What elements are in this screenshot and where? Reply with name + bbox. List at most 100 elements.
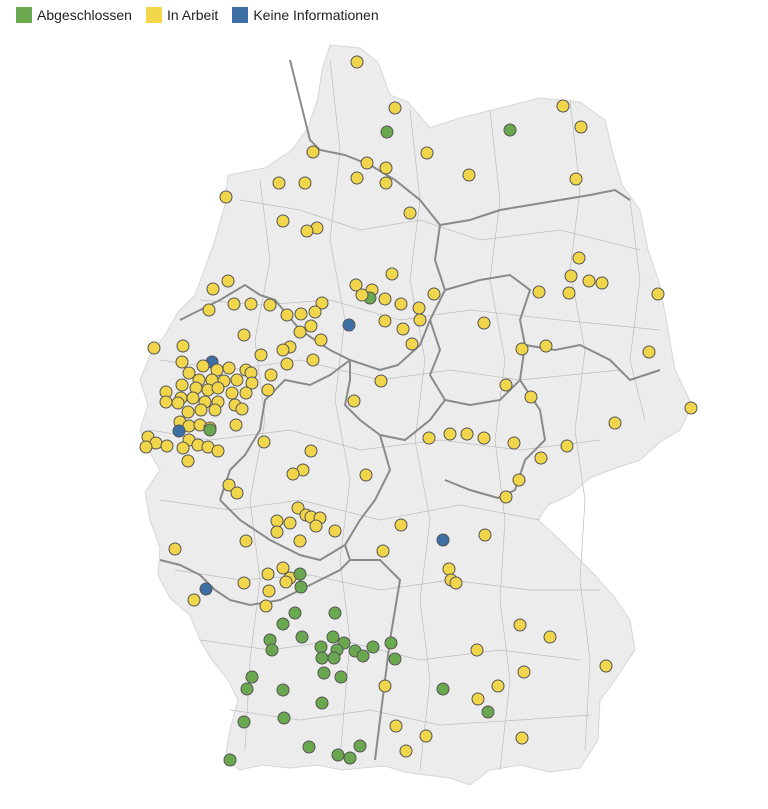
marker-in-arbeit[interactable]: [394, 518, 408, 532]
marker-in-arbeit[interactable]: [379, 161, 393, 175]
marker-in-arbeit[interactable]: [237, 328, 251, 342]
marker-in-arbeit[interactable]: [405, 337, 419, 351]
marker-in-arbeit[interactable]: [355, 288, 369, 302]
marker-in-arbeit[interactable]: [294, 307, 308, 321]
marker-keine-informationen[interactable]: [172, 424, 186, 438]
marker-in-arbeit[interactable]: [276, 561, 290, 575]
marker-keine-informationen[interactable]: [342, 318, 356, 332]
marker-in-arbeit[interactable]: [532, 285, 546, 299]
marker-in-arbeit[interactable]: [442, 562, 456, 576]
marker-in-arbeit[interactable]: [229, 418, 243, 432]
marker-in-arbeit[interactable]: [539, 339, 553, 353]
marker-in-arbeit[interactable]: [222, 361, 236, 375]
marker-in-arbeit[interactable]: [499, 378, 513, 392]
marker-abgeschlossen[interactable]: [294, 580, 308, 594]
marker-in-arbeit[interactable]: [328, 524, 342, 538]
marker-in-arbeit[interactable]: [413, 313, 427, 327]
marker-in-arbeit[interactable]: [460, 427, 474, 441]
marker-in-arbeit[interactable]: [181, 454, 195, 468]
marker-in-arbeit[interactable]: [230, 373, 244, 387]
marker-in-arbeit[interactable]: [239, 534, 253, 548]
marker-abgeschlossen[interactable]: [326, 630, 340, 644]
marker-in-arbeit[interactable]: [283, 516, 297, 530]
marker-in-arbeit[interactable]: [293, 534, 307, 548]
marker-in-arbeit[interactable]: [385, 267, 399, 281]
marker-in-arbeit[interactable]: [211, 381, 225, 395]
marker-in-arbeit[interactable]: [560, 439, 574, 453]
marker-in-arbeit[interactable]: [272, 176, 286, 190]
marker-in-arbeit[interactable]: [388, 101, 402, 115]
marker-abgeschlossen[interactable]: [237, 715, 251, 729]
marker-in-arbeit[interactable]: [244, 297, 258, 311]
marker-in-arbeit[interactable]: [572, 251, 586, 265]
marker-in-arbeit[interactable]: [449, 576, 463, 590]
marker-in-arbeit[interactable]: [175, 355, 189, 369]
marker-in-arbeit[interactable]: [235, 402, 249, 416]
marker-in-arbeit[interactable]: [211, 444, 225, 458]
marker-in-arbeit[interactable]: [379, 176, 393, 190]
marker-in-arbeit[interactable]: [194, 403, 208, 417]
marker-in-arbeit[interactable]: [378, 292, 392, 306]
marker-in-arbeit[interactable]: [306, 145, 320, 159]
marker-abgeschlossen[interactable]: [276, 617, 290, 631]
marker-in-arbeit[interactable]: [422, 431, 436, 445]
marker-in-arbeit[interactable]: [286, 467, 300, 481]
marker-abgeschlossen[interactable]: [331, 748, 345, 762]
marker-in-arbeit[interactable]: [543, 630, 557, 644]
marker-in-arbeit[interactable]: [181, 405, 195, 419]
marker-in-arbeit[interactable]: [300, 224, 314, 238]
marker-in-arbeit[interactable]: [507, 436, 521, 450]
legend-item-abgeschlossen[interactable]: Abgeschlossen: [16, 7, 132, 23]
marker-in-arbeit[interactable]: [139, 440, 153, 454]
marker-abgeschlossen[interactable]: [276, 683, 290, 697]
marker-abgeschlossen[interactable]: [366, 640, 380, 654]
marker-in-arbeit[interactable]: [376, 544, 390, 558]
marker-abgeschlossen[interactable]: [245, 670, 259, 684]
marker-in-arbeit[interactable]: [399, 744, 413, 758]
marker-abgeschlossen[interactable]: [203, 423, 217, 437]
marker-abgeschlossen[interactable]: [481, 705, 495, 719]
marker-in-arbeit[interactable]: [517, 665, 531, 679]
marker-in-arbeit[interactable]: [147, 341, 161, 355]
marker-keine-informationen[interactable]: [199, 582, 213, 596]
marker-in-arbeit[interactable]: [569, 172, 583, 186]
marker-in-arbeit[interactable]: [394, 297, 408, 311]
marker-in-arbeit[interactable]: [196, 359, 210, 373]
marker-in-arbeit[interactable]: [684, 401, 698, 415]
marker-in-arbeit[interactable]: [564, 269, 578, 283]
marker-in-arbeit[interactable]: [245, 376, 259, 390]
marker-in-arbeit[interactable]: [314, 333, 328, 347]
marker-in-arbeit[interactable]: [221, 274, 235, 288]
marker-in-arbeit[interactable]: [175, 378, 189, 392]
marker-in-arbeit[interactable]: [261, 383, 275, 397]
marker-in-arbeit[interactable]: [304, 444, 318, 458]
marker-in-arbeit[interactable]: [642, 345, 656, 359]
marker-in-arbeit[interactable]: [280, 308, 294, 322]
marker-abgeschlossen[interactable]: [223, 753, 237, 767]
marker-in-arbeit[interactable]: [574, 120, 588, 134]
marker-in-arbeit[interactable]: [304, 319, 318, 333]
marker-in-arbeit[interactable]: [595, 276, 609, 290]
marker-abgeschlossen[interactable]: [436, 682, 450, 696]
marker-in-arbeit[interactable]: [360, 156, 374, 170]
marker-in-arbeit[interactable]: [470, 643, 484, 657]
legend-item-keine-informationen[interactable]: Keine Informationen: [232, 7, 379, 23]
marker-in-arbeit[interactable]: [420, 146, 434, 160]
marker-in-arbeit[interactable]: [276, 343, 290, 357]
marker-in-arbeit[interactable]: [389, 719, 403, 733]
marker-abgeschlossen[interactable]: [265, 643, 279, 657]
marker-in-arbeit[interactable]: [499, 490, 513, 504]
marker-in-arbeit[interactable]: [264, 368, 278, 382]
marker-in-arbeit[interactable]: [227, 297, 241, 311]
marker-in-arbeit[interactable]: [378, 679, 392, 693]
marker-in-arbeit[interactable]: [309, 519, 323, 533]
marker-in-arbeit[interactable]: [378, 314, 392, 328]
marker-abgeschlossen[interactable]: [302, 740, 316, 754]
marker-abgeschlossen[interactable]: [277, 711, 291, 725]
marker-in-arbeit[interactable]: [176, 339, 190, 353]
marker-in-arbeit[interactable]: [308, 305, 322, 319]
marker-abgeschlossen[interactable]: [384, 636, 398, 650]
marker-in-arbeit[interactable]: [159, 395, 173, 409]
marker-in-arbeit[interactable]: [261, 567, 275, 581]
marker-in-arbeit[interactable]: [350, 55, 364, 69]
